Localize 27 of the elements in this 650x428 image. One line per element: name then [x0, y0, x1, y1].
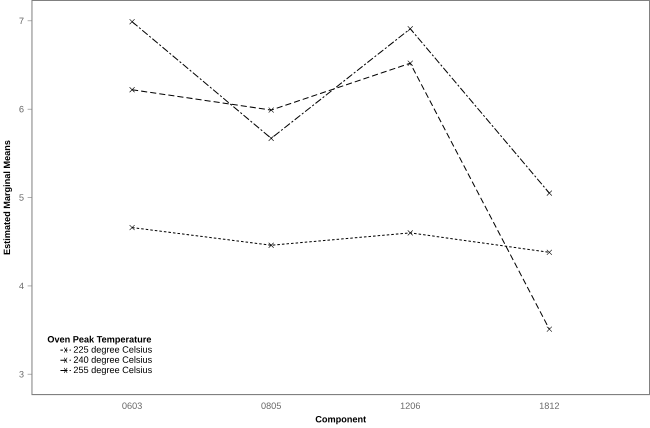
x-axis-title: Component	[316, 416, 366, 424]
y-tick-label: 7	[19, 18, 24, 24]
point	[546, 190, 552, 196]
point	[546, 326, 552, 332]
y-tick-label: 5	[19, 194, 24, 201]
point	[268, 242, 274, 248]
point	[546, 250, 552, 256]
x-tick-label: 1812	[540, 402, 560, 410]
y-tick-label: 3	[19, 371, 24, 378]
point	[407, 230, 414, 236]
legend-label: 225 degree Celsius	[74, 346, 152, 355]
point	[129, 224, 135, 231]
x-tick-label: 1206	[400, 402, 420, 410]
point	[407, 60, 414, 66]
point	[407, 26, 414, 32]
point	[129, 19, 135, 25]
legend-label: 240 degree Celsius	[74, 356, 152, 365]
y-tick-label: 4	[19, 282, 24, 290]
point	[129, 87, 135, 93]
x-tick-label: 0603	[122, 402, 142, 410]
point	[268, 136, 274, 142]
y-tick-label: 6	[19, 106, 24, 113]
y-axis-title: Estimated Marginal Means	[3, 140, 12, 255]
legend-label: 255 degree Celsius	[74, 366, 152, 376]
point	[268, 107, 274, 114]
x-tick-label: 0805	[261, 402, 281, 410]
legend-title: Oven Peak Temperature	[48, 336, 152, 345]
